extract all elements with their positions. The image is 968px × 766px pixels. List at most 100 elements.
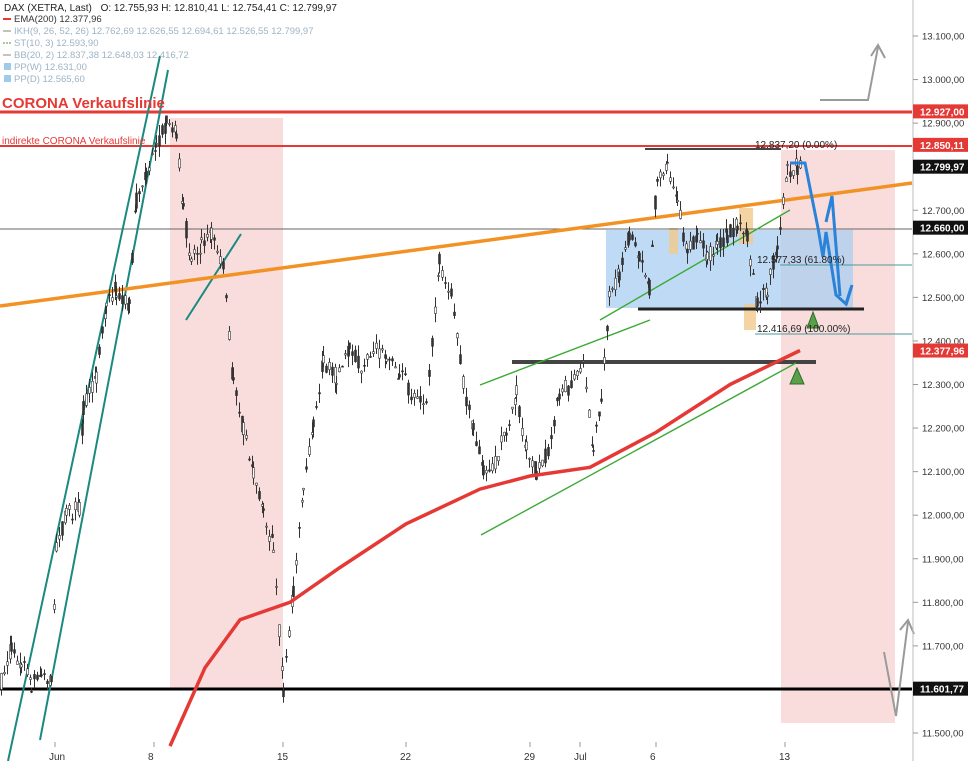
instrument-name: DAX (XETRA, Last) [4, 3, 92, 14]
price-badge-label: 12.377,96 [920, 347, 965, 358]
y-tick-label: 12.300,00 [922, 380, 964, 391]
candle-body [68, 505, 71, 510]
y-tick-label: 12.500,00 [922, 293, 964, 304]
candlestick-series [0, 115, 802, 703]
candle-body [416, 396, 419, 399]
candle-body [341, 365, 344, 368]
gray-arrow-up-top [820, 46, 879, 101]
candle-body [585, 386, 588, 390]
candle-body [505, 432, 508, 436]
candle-body [378, 348, 381, 359]
candle-body [662, 173, 665, 176]
candle-body [40, 674, 43, 677]
candle-body [357, 355, 360, 369]
candle-body [410, 396, 413, 401]
candle-body [272, 549, 275, 553]
x-tick-label: Jul [574, 752, 587, 761]
candle-body [397, 378, 400, 380]
candle-body [709, 246, 712, 262]
candle-body [295, 560, 298, 566]
candle-body [614, 277, 617, 290]
candle-body [782, 197, 785, 205]
candle-body [348, 342, 351, 350]
candle-body [749, 259, 752, 267]
candle-body [196, 253, 199, 255]
candle-body [216, 250, 219, 253]
candle-body [308, 446, 311, 455]
green-triangle-2 [789, 366, 805, 385]
candle-body [138, 191, 141, 195]
candle-body [482, 465, 485, 476]
candle-body [155, 143, 158, 145]
x-tick-label: 13 [779, 752, 791, 761]
candle-body [388, 358, 391, 361]
candle-body [111, 297, 114, 302]
candle-body [692, 236, 695, 250]
candle-body [10, 642, 13, 652]
candle-body [592, 450, 595, 452]
candle-body [190, 258, 193, 262]
candle-body [331, 366, 334, 376]
orange-trend-line [0, 181, 913, 308]
x-tick-label: Jun [49, 752, 65, 761]
candle-body [785, 177, 788, 182]
y-tick-label: 11.700,00 [922, 641, 964, 652]
consolidation-box [606, 230, 853, 308]
x-tick-label: 22 [400, 752, 412, 761]
candle-body [582, 360, 585, 363]
candle-body [656, 179, 659, 182]
candle-body [206, 233, 209, 238]
candle-body [478, 446, 481, 455]
candle-body [171, 127, 174, 133]
candle-body [544, 448, 547, 464]
candle-body [441, 270, 444, 278]
forecast-blue-arrow-up [824, 195, 842, 297]
candle-body [752, 273, 755, 275]
candle-body [603, 357, 606, 364]
candle-body [450, 288, 453, 297]
candle-body [511, 406, 514, 410]
candle-body [222, 261, 225, 270]
candle-body [193, 249, 196, 254]
x-tick-label: 29 [524, 752, 536, 761]
candle-body [20, 664, 23, 668]
candle-body [366, 354, 369, 360]
candle-body [413, 393, 416, 398]
candle-body [628, 232, 631, 241]
candle-body [325, 365, 328, 373]
orange-marker-1 [669, 228, 678, 254]
candle-body [282, 690, 285, 698]
candle-body [525, 441, 528, 451]
candle-body [431, 338, 434, 347]
candle-body [101, 326, 104, 334]
candle-body [648, 279, 651, 296]
candle-body [334, 367, 337, 384]
y-tick-label: 13.000,00 [922, 75, 964, 86]
candle-body [225, 295, 228, 299]
candle-body [611, 288, 614, 290]
candle-body [360, 370, 363, 374]
candle-body [219, 256, 222, 265]
candle-body [659, 171, 662, 179]
candle-body [573, 374, 576, 380]
candle-body [654, 195, 657, 210]
candle-body [98, 346, 101, 355]
y-tick-label: 11.900,00 [922, 554, 964, 565]
candle-body [686, 249, 689, 254]
candle-body [372, 351, 375, 354]
candle-body [88, 387, 91, 394]
y-tick-label: 12.200,00 [922, 424, 964, 435]
legend-entry: PP(W) 12.631,00 [14, 62, 87, 73]
candle-body [434, 306, 437, 314]
candle-body [598, 411, 601, 417]
candle-body [81, 423, 84, 436]
candle-body [78, 502, 81, 516]
candle-body [468, 404, 471, 410]
legend-swatch [4, 75, 11, 82]
candle-body [278, 624, 281, 637]
candle-body [732, 227, 735, 238]
candle-body [465, 396, 468, 407]
candle-body [30, 691, 33, 693]
